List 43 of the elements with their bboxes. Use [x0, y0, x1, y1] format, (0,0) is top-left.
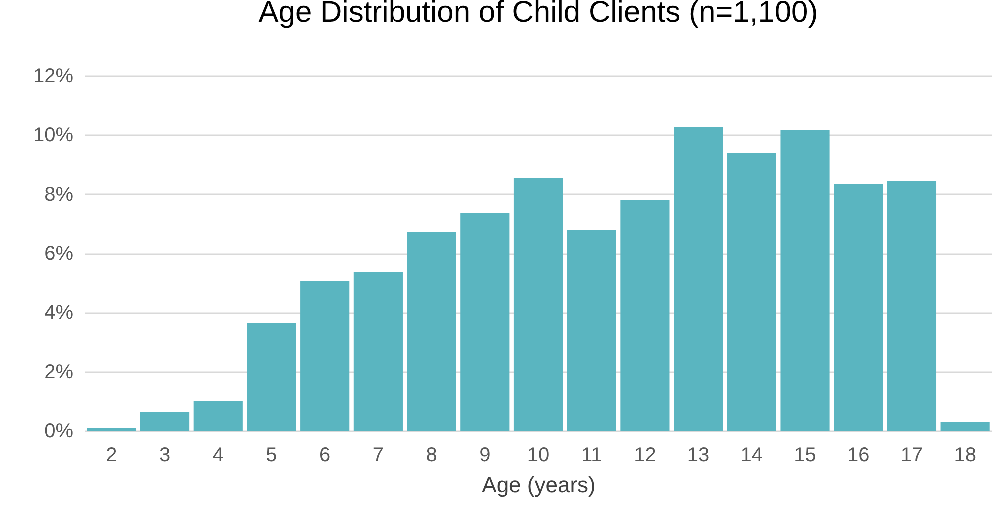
x-tick-label: 10: [527, 444, 550, 466]
bar: [674, 127, 724, 431]
x-tick-label: 11: [581, 444, 602, 466]
x-tick-label: 8: [426, 444, 438, 466]
y-tick-label: 6%: [44, 243, 74, 265]
x-tick-label: 9: [480, 444, 491, 466]
x-tick-label: 7: [372, 444, 384, 466]
y-tick-label: 8%: [44, 184, 74, 206]
bar: [620, 200, 670, 431]
x-axis-title: Age (years): [482, 472, 596, 498]
y-tick-label: 12%: [33, 66, 74, 88]
y-tick-label: 4%: [44, 302, 74, 324]
bar: [87, 428, 136, 431]
bar: [247, 323, 296, 431]
bar: [940, 422, 990, 431]
y-tick-label: 2%: [44, 361, 74, 384]
x-tick-label: 18: [954, 444, 976, 466]
bar: [194, 401, 243, 431]
x-tick-label: 6: [320, 444, 331, 466]
bar: [407, 232, 456, 431]
bar: [514, 178, 564, 431]
x-tick-label: 16: [847, 444, 870, 466]
bar: [354, 272, 403, 431]
bar: [887, 181, 937, 431]
x-tick-label: 4: [212, 444, 224, 466]
x-tick-label: 12: [634, 444, 656, 466]
bar: [460, 213, 510, 431]
chart-title: Age Distribution of Child Clients (n=1,100): [258, 0, 818, 29]
bar: [727, 153, 776, 431]
bar: [140, 412, 190, 431]
x-tick-label: 13: [687, 444, 710, 466]
bar: [300, 281, 350, 431]
x-tick-label: 5: [266, 444, 278, 466]
x-tick-label: 14: [740, 444, 764, 466]
bar: [567, 230, 616, 431]
y-tick-label: 10%: [33, 124, 74, 147]
x-tick-label: 3: [159, 444, 171, 466]
bar: [834, 184, 884, 431]
x-tick-label: 17: [900, 444, 924, 466]
x-tick-label: 2: [106, 444, 118, 466]
x-tick-label: 15: [794, 444, 816, 466]
y-tick-label: 0%: [44, 420, 74, 442]
bar: [780, 130, 830, 431]
